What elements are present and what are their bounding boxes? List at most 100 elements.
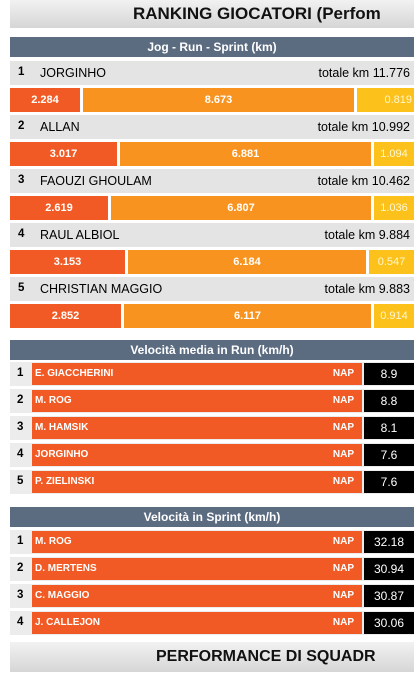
player-name: ALLAN [40,120,80,134]
speed-value: 7.6 [364,471,414,493]
player-bar: C. MAGGIO NAP [32,585,362,607]
rank: 2 [17,394,24,406]
player-name: C. MAGGIO [35,590,90,601]
rank: 2 [17,562,24,574]
speed-value: 30.06 [364,612,414,634]
speed-value: 8.1 [364,417,414,439]
team-code: NAP [332,422,354,433]
jog-segment: 2.852 [10,304,121,328]
table-row: 3 M. HAMSIK NAP 8.1 [10,416,414,440]
distance-bar: 3.017 6.881 1.094 [10,142,414,166]
player-name: E. GIACCHERINI [35,368,114,379]
player-row: 2 ALLAN totale km 10.992 [10,115,414,139]
team-code: NAP [332,536,354,547]
player-row: 3 FAOUZI GHOULAM totale km 10.462 [10,169,414,193]
page-title: RANKING GIOCATORI (Perfom [133,4,381,23]
distance-bar: 2.619 6.807 1.036 [10,196,414,220]
player-name: CHRISTIAN MAGGIO [40,282,163,296]
run-segment: 8.673 [83,88,354,112]
footer-title-bar: PERFORMANCE DI SQUADR [10,642,414,672]
team-code: NAP [332,476,354,487]
player-bar: JORGINHO NAP [32,444,362,466]
player-bar: M. HAMSIK NAP [32,417,362,439]
run-segment: 6.881 [120,142,371,166]
sprint-segment: 1.094 [374,142,414,166]
player-name: FAOUZI GHOULAM [40,174,152,188]
team-code: NAP [332,590,354,601]
player-bar: P. ZIELINSKI NAP [32,471,362,493]
speed-value: 7.6 [364,444,414,466]
run-segment: 6.184 [128,250,366,274]
speed-value: 8.9 [364,363,414,385]
total-km: totale km 10.462 [317,174,410,188]
rank: 3 [18,174,25,186]
player-bar: M. ROG NAP [32,531,362,553]
table-row: 2 D. MERTENS NAP 30.94 [10,557,414,581]
team-code: NAP [332,368,354,379]
section-header-sprint-speed: Velocità in Sprint (km/h) [10,507,414,527]
jog-segment: 3.017 [10,142,117,166]
rank: 4 [17,448,24,460]
player-row: 5 CHRISTIAN MAGGIO totale km 9.883 [10,277,414,301]
total-km: totale km 9.884 [324,228,410,242]
rank: 3 [17,421,24,433]
total-km: totale km 10.992 [317,120,410,134]
section-header-distance: Jog - Run - Sprint (km) [10,37,414,57]
jog-segment: 3.153 [10,250,125,274]
page-title-bar: RANKING GIOCATORI (Perfom [10,0,414,28]
table-row: 1 E. GIACCHERINI NAP 8.9 [10,362,414,386]
player-name: J. CALLEJON [35,617,101,628]
table-row: 4 J. CALLEJON NAP 30.06 [10,611,414,635]
jog-segment: 2.619 [10,196,108,220]
rank: 1 [17,535,24,547]
footer-title: PERFORMANCE DI SQUADR [156,648,376,665]
sprint-segment: 1.036 [374,196,414,220]
speed-value: 30.94 [364,558,414,580]
table-row: 5 P. ZIELINSKI NAP 7.6 [10,470,414,494]
rank: 5 [18,282,25,294]
player-name: JORGINHO [40,66,106,80]
sprint-segment: 0.914 [374,304,414,328]
player-name: M. ROG [35,536,72,547]
team-code: NAP [332,449,354,460]
player-bar: E. GIACCHERINI NAP [32,363,362,385]
team-code: NAP [332,617,354,628]
player-row: 1 JORGINHO totale km 11.776 [10,61,414,85]
player-name: JORGINHO [35,449,89,460]
rank: 1 [18,66,25,78]
total-km: totale km 9.883 [324,282,410,296]
rank: 2 [18,120,25,132]
sprint-segment: 0.547 [369,250,414,274]
player-name: P. ZIELINSKI [35,476,95,487]
speed-value: 8.8 [364,390,414,412]
distance-bar: 3.153 6.184 0.547 [10,250,414,274]
speed-value: 32.18 [364,531,414,553]
run-segment: 6.117 [124,304,371,328]
player-row: 4 RAUL ALBIOL totale km 9.884 [10,223,414,247]
rank: 4 [18,228,25,240]
team-code: NAP [332,563,354,574]
distance-bar: 2.284 8.673 0.819 [10,88,414,112]
sprint-segment: 0.819 [357,88,414,112]
table-row: 1 M. ROG NAP 32.18 [10,530,414,554]
section-header-run-speed: Velocità media in Run (km/h) [10,340,414,360]
run-segment: 6.807 [111,196,371,220]
rank: 4 [17,616,24,628]
player-bar: D. MERTENS NAP [32,558,362,580]
table-row: 3 C. MAGGIO NAP 30.87 [10,584,414,608]
rank: 1 [17,367,24,379]
player-bar: M. ROG NAP [32,390,362,412]
distance-bar: 2.852 6.117 0.914 [10,304,414,328]
player-bar: J. CALLEJON NAP [32,612,362,634]
player-name: D. MERTENS [35,563,97,574]
jog-segment: 2.284 [10,88,80,112]
table-row: 4 JORGINHO NAP 7.6 [10,443,414,467]
player-name: RAUL ALBIOL [40,228,120,242]
speed-value: 30.87 [364,585,414,607]
player-name: M. ROG [35,395,72,406]
rank: 5 [17,475,24,487]
team-code: NAP [332,395,354,406]
total-km: totale km 11.776 [318,66,410,80]
player-name: M. HAMSIK [35,422,89,433]
table-row: 2 M. ROG NAP 8.8 [10,389,414,413]
